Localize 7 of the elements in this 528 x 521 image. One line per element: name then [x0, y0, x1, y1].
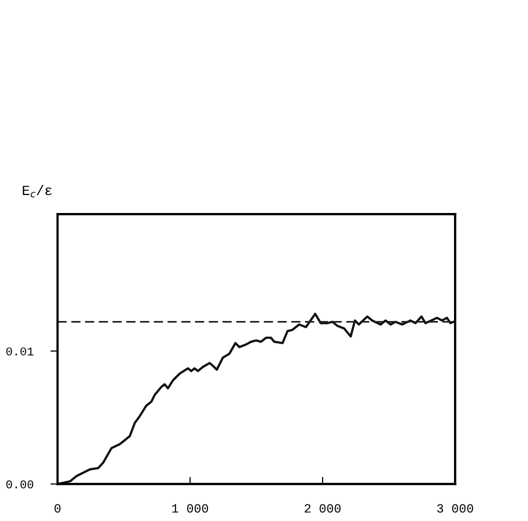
x-tick-label: 1 000 [172, 504, 208, 513]
y-tick-label: 0.00 [6, 480, 34, 488]
x-tick-label: 3 000 [437, 504, 474, 513]
x-tick-label: 0 [54, 504, 61, 513]
y-tick-label: 0.01 [6, 347, 34, 356]
y-axis-title: E$_{c}$/ε [22, 184, 52, 198]
x-tick-label: 2 000 [304, 504, 341, 513]
